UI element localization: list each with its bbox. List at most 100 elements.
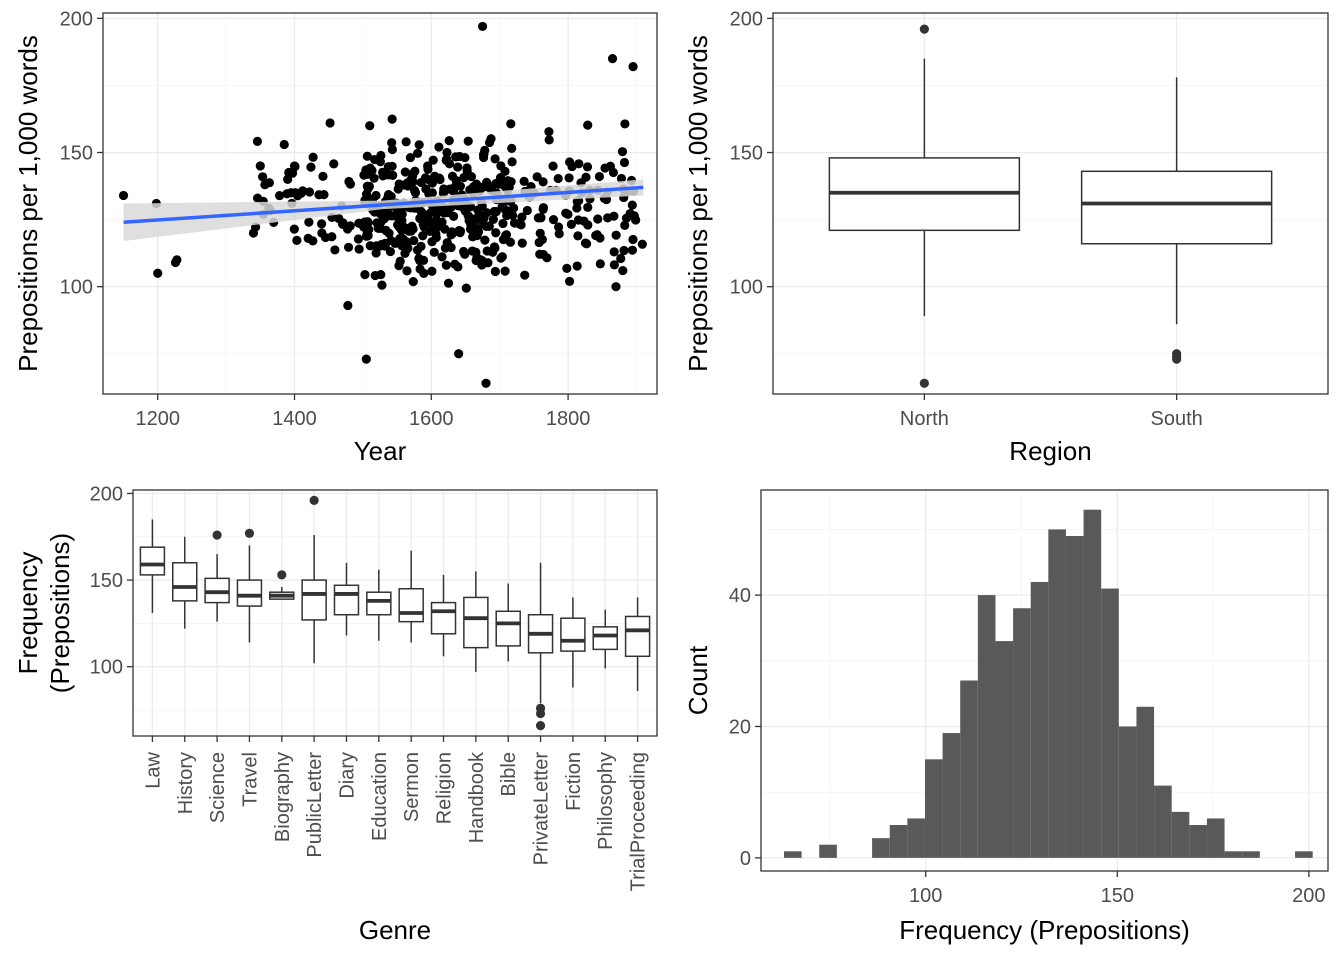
box-fiction bbox=[560, 597, 586, 688]
box-philosophy bbox=[592, 609, 618, 669]
scatter-point bbox=[446, 230, 456, 240]
scatter-point bbox=[354, 244, 364, 254]
scatter-point bbox=[473, 227, 484, 237]
x-tick-label: Biography bbox=[272, 752, 294, 842]
panel-genre_box: 100 150 200 Law History Science Travel Biograph… bbox=[13, 483, 658, 945]
scatter-point bbox=[488, 214, 499, 225]
scatter-point bbox=[501, 230, 511, 240]
box-iqr bbox=[366, 591, 392, 616]
scatter-point bbox=[498, 218, 508, 229]
box-history bbox=[172, 536, 198, 629]
scatter-point bbox=[304, 187, 315, 197]
histogram-bar bbox=[1206, 818, 1225, 858]
y-tick-label: 200 bbox=[730, 8, 763, 30]
scatter-point bbox=[413, 148, 423, 158]
scatter-point bbox=[308, 236, 318, 246]
scatter-point bbox=[534, 237, 544, 248]
panel-scatter: 100 150 200 1200 1400 1600 1800 Year Preposition… bbox=[13, 8, 658, 466]
x-tick-label: Religion bbox=[434, 752, 456, 824]
box-iqr bbox=[430, 601, 457, 635]
scatter-point bbox=[481, 378, 491, 388]
scatter-point bbox=[287, 168, 298, 178]
box-trialproceeding bbox=[624, 597, 651, 691]
scatter-point bbox=[409, 235, 419, 246]
histogram-bar bbox=[1083, 509, 1102, 858]
scatter-point bbox=[451, 152, 461, 162]
scatter-point bbox=[414, 140, 424, 150]
histogram-bars bbox=[783, 509, 1313, 858]
x-tick-label: PrivateLetter bbox=[531, 752, 553, 866]
scatter-point bbox=[394, 179, 404, 189]
box-outlier bbox=[919, 378, 929, 388]
y-tick-label: 100 bbox=[730, 277, 763, 299]
scatter-point bbox=[384, 211, 394, 221]
scatter-point bbox=[329, 159, 339, 169]
box-outlier bbox=[535, 721, 546, 731]
scatter-point bbox=[327, 232, 337, 242]
scatter-point bbox=[361, 354, 371, 364]
scatter-point bbox=[443, 278, 454, 288]
scatter-point bbox=[353, 234, 363, 244]
scatter-point bbox=[489, 206, 499, 217]
box-iqr bbox=[301, 579, 327, 621]
scatter-point bbox=[611, 282, 621, 292]
histogram-bar bbox=[1136, 706, 1155, 858]
scatter-point bbox=[383, 162, 393, 172]
histogram-bar bbox=[783, 851, 802, 858]
scatter-point bbox=[522, 205, 532, 216]
scatter-point bbox=[620, 119, 630, 129]
box-travel bbox=[236, 528, 263, 643]
panel-border bbox=[772, 12, 1329, 395]
scatter-point bbox=[514, 219, 524, 229]
x-tick-label: Travel bbox=[239, 752, 261, 807]
scatter-point bbox=[574, 159, 584, 169]
scatter-point bbox=[544, 135, 554, 145]
panel-region_box: 100 150 200 North South Region Prepositions pe… bbox=[683, 8, 1329, 466]
scatter-point bbox=[401, 245, 412, 255]
y-tick-label: 150 bbox=[730, 143, 763, 165]
scatter-point bbox=[617, 147, 628, 157]
y-axis-title: Prepositions per 1,000 words bbox=[683, 35, 713, 372]
histogram-bar bbox=[872, 838, 890, 858]
scatter-point bbox=[401, 137, 411, 147]
histogram-bar bbox=[1295, 851, 1313, 858]
scatter-point bbox=[444, 136, 454, 146]
box-science bbox=[204, 530, 230, 622]
scatter-point bbox=[362, 169, 373, 179]
scatter-point bbox=[548, 161, 558, 171]
histogram-bar bbox=[1048, 529, 1066, 858]
scatter-points bbox=[118, 21, 647, 388]
histogram-bar bbox=[1030, 581, 1049, 858]
scatter-point bbox=[500, 266, 510, 276]
scatter-point bbox=[454, 349, 464, 359]
scatter-point bbox=[363, 183, 373, 193]
x-tick-label: Philosophy bbox=[595, 752, 617, 850]
scatter-point bbox=[611, 230, 621, 240]
y-tick-label: 150 bbox=[60, 143, 93, 165]
scatter-point bbox=[519, 176, 529, 186]
scatter-point bbox=[479, 213, 489, 223]
scatter-point bbox=[439, 208, 449, 218]
x-tick-label: North bbox=[900, 408, 949, 430]
scatter-point bbox=[395, 233, 405, 244]
y-tick-label: 0 bbox=[740, 848, 751, 870]
scatter-point bbox=[405, 152, 416, 163]
scatter-point bbox=[314, 190, 324, 200]
box-iqr bbox=[592, 626, 618, 651]
box-bible bbox=[495, 583, 521, 662]
scatter-point bbox=[371, 248, 381, 258]
scatter-point bbox=[118, 190, 129, 201]
y-axis-title: Count bbox=[683, 645, 713, 715]
scatter-point bbox=[462, 163, 472, 173]
box-north bbox=[828, 24, 1021, 388]
scatter-point bbox=[507, 143, 517, 153]
scatter-point bbox=[282, 189, 292, 199]
scatter-point bbox=[595, 259, 605, 269]
x-tick-label: Handbook bbox=[466, 751, 488, 843]
scatter-point bbox=[304, 217, 314, 227]
scatter-point bbox=[318, 171, 328, 181]
box-diary bbox=[333, 562, 360, 636]
scatter-point bbox=[453, 162, 463, 172]
scatter-point bbox=[459, 172, 469, 183]
scatter-point bbox=[480, 235, 490, 245]
